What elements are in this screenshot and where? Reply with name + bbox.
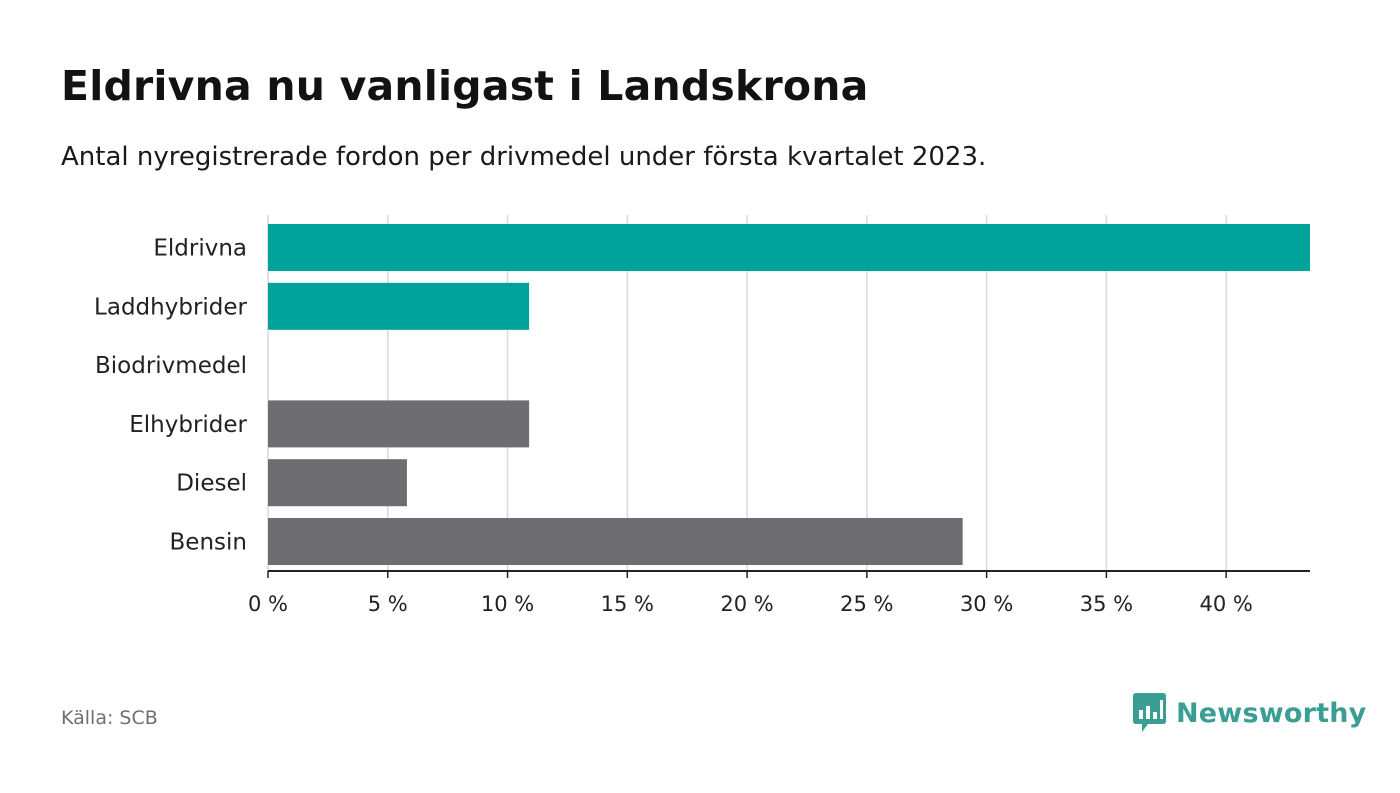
bar-eldrivna [268,224,1310,271]
category-label: Biodrivmedel [95,353,247,379]
source-note: Källa: SCB [61,707,158,729]
x-tick-label: 20 % [720,592,773,616]
bar-laddhybrider [268,282,530,330]
newsworthy-logo[interactable]: Newsworthy [1133,693,1366,733]
x-tick-label: 15 % [601,592,654,616]
bar-chart-speech-bubble-icon [1133,693,1166,732]
chart-title: Eldrivna nu vanligast i Landskrona [61,62,869,110]
chart-subtitle: Antal nyregistrerade fordon per drivmede… [61,142,987,172]
x-tick-label: 25 % [840,592,893,616]
x-tick-label: 5 % [368,592,408,616]
category-label: Bensin [170,530,247,556]
bars [268,224,1310,565]
category-label: Eldrivna [153,236,247,262]
bar-bensin [268,518,963,565]
x-tick-label: 40 % [1199,592,1252,616]
x-tick-label: 10 % [481,592,534,616]
category-label: Elhybrider [129,412,247,438]
category-label: Laddhybrider [94,294,247,320]
gridlines [267,215,1227,571]
category-label: Diesel [176,471,247,497]
x-axis: 0 % 5 % 10 % 15 % 20 % 25 % 30 % 35 % 40 % [248,570,1310,616]
x-tick-label: 0 % [248,592,288,616]
bar-elhybrider [268,400,530,448]
bar-diesel [268,459,407,507]
category-labels: Eldrivna Laddhybrider Biodrivmedel Elhybrid… [94,236,247,556]
brand-name: Newsworthy [1176,697,1367,729]
x-tick-label: 30 % [960,592,1013,616]
x-tick-label: 35 % [1080,592,1133,616]
